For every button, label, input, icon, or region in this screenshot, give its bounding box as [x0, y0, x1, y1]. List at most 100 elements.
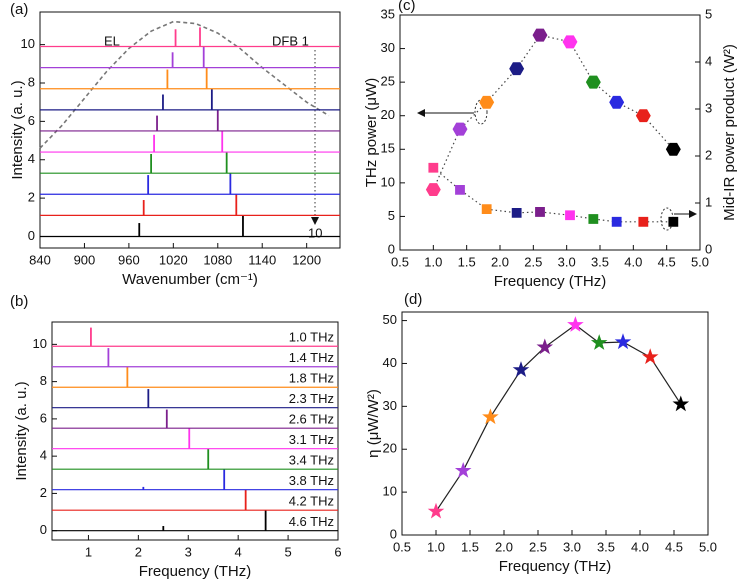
y-tick-label: 4 [40, 448, 47, 463]
connect-line [432, 167, 674, 223]
y-axis-label: η (μW/W²) [365, 389, 382, 458]
x-tick-label: 1.5 [458, 254, 476, 269]
series-label: 4.6 THz [289, 514, 334, 529]
x-tick-label: 3.5 [597, 539, 615, 554]
marker [511, 207, 522, 218]
y-tick-label: 8 [28, 74, 35, 89]
series-label: 1.0 THz [289, 330, 334, 345]
marker [609, 95, 625, 109]
marker [535, 207, 545, 217]
x-tick-label: 3.5 [591, 254, 609, 269]
series-label: 2.3 THz [289, 391, 334, 406]
x-tick-label: 2.0 [491, 254, 509, 269]
marker [532, 28, 548, 42]
x-tick-label: 5 [284, 544, 291, 559]
y-tick-label: 8 [40, 373, 47, 388]
x-tick-label: 1.0 [427, 539, 445, 554]
y-tick-label: 10 [381, 174, 395, 189]
x-tick-label: 3.0 [558, 254, 576, 269]
marker [641, 348, 659, 365]
series-label: 4.2 THz [289, 494, 334, 509]
panel-label: (c) [398, 0, 416, 14]
plot-frame [399, 14, 701, 251]
x-axis-label: Frequency (THz) [494, 273, 607, 290]
y-tick-label: 40 [383, 355, 397, 370]
marker [512, 361, 530, 377]
y2-tick-label: 0 [705, 241, 712, 256]
marker [665, 142, 681, 156]
marker [565, 210, 575, 221]
x-tick-label: 5.0 [691, 254, 709, 269]
marker [509, 62, 525, 76]
y-tick-label: 0 [28, 228, 35, 243]
x-axis-label: Frequency (THz) [499, 558, 612, 575]
x-tick-label: 2.5 [524, 254, 542, 269]
y-tick-label: 25 [381, 74, 395, 89]
x-tick-label: 5.0 [699, 539, 717, 554]
marker [590, 334, 608, 350]
marker [455, 184, 465, 195]
y-tick-label: 30 [381, 40, 395, 55]
x-tick-label: 4.0 [624, 254, 642, 269]
y-tick-label: 0 [390, 526, 397, 541]
marker [427, 502, 445, 519]
x-tick-label: 4.5 [658, 254, 676, 269]
plot-frame [51, 321, 339, 541]
y-axis-label: Intensity (a. u.) [13, 381, 30, 480]
x-tick-label: 1140 [248, 252, 276, 267]
y2-tick-label: 4 [705, 53, 712, 68]
y-tick-label: 5 [388, 208, 395, 223]
y-axis-label: Intensity (a. u.) [9, 80, 26, 179]
marker [481, 204, 492, 215]
marker [635, 109, 651, 123]
y-tick-label: 30 [383, 398, 397, 413]
x-tick-label: 3.0 [563, 539, 581, 554]
x-tick-label: 1.0 [424, 254, 442, 269]
x-axis-label: Frequency (THz) [139, 563, 252, 580]
marker [668, 216, 679, 227]
x-tick-label: 960 [118, 252, 140, 267]
x-tick-label: 2.5 [529, 539, 547, 554]
annotation: DFB 1 [272, 33, 309, 48]
y-tick-label: 6 [28, 113, 35, 128]
y-tick-label: 20 [383, 441, 397, 456]
series-label: 3.8 THz [289, 473, 334, 488]
marker [479, 95, 495, 109]
marker [611, 216, 622, 227]
y2-tick-label: 5 [705, 6, 712, 21]
y2-tick-label: 3 [705, 100, 712, 115]
marker [567, 316, 584, 332]
series-label: 1.4 THz [289, 350, 334, 365]
x-tick-label: 0.5 [393, 539, 411, 554]
marker [536, 338, 554, 355]
marker [428, 162, 439, 173]
x-tick-label: 2 [135, 544, 142, 559]
y2-axis-label: Mid-IR power product (W²) [721, 44, 738, 221]
connect-line [435, 324, 682, 512]
marker [588, 214, 599, 224]
marker [454, 461, 472, 478]
x-tick-label: 6 [334, 544, 341, 559]
y-tick-label: 2 [28, 190, 35, 205]
y-tick-label: 20 [381, 107, 395, 122]
y-tick-label: 0 [388, 241, 395, 256]
marker [585, 75, 601, 89]
y-tick-label: 4 [28, 151, 35, 166]
envelope-line [39, 20, 330, 149]
y-tick-label: 2 [40, 485, 47, 500]
x-tick-label: 2.0 [495, 539, 513, 554]
y-tick-label: 35 [381, 6, 395, 21]
y-tick-label: 10 [33, 336, 47, 351]
marker [614, 333, 632, 350]
marker [425, 183, 441, 197]
y-tick-label: 10 [383, 484, 397, 499]
marker [672, 395, 690, 412]
series-label: 1.8 THz [289, 371, 334, 386]
marker [562, 35, 578, 49]
x-tick-label: 1 [85, 544, 92, 559]
x-tick-label: 1080 [203, 252, 232, 267]
x-tick-label: 1200 [292, 252, 321, 267]
y2-tick-label: 1 [705, 194, 712, 209]
annotation: EL [104, 33, 120, 48]
